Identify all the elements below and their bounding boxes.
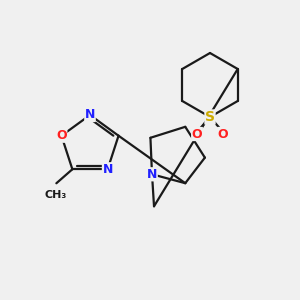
Text: N: N	[102, 163, 113, 176]
Text: S: S	[205, 110, 215, 124]
Text: N: N	[85, 109, 95, 122]
Text: O: O	[56, 129, 67, 142]
Text: N: N	[147, 168, 157, 181]
Text: CH₃: CH₃	[44, 190, 67, 200]
Text: O: O	[218, 128, 228, 140]
Text: O: O	[192, 128, 202, 140]
